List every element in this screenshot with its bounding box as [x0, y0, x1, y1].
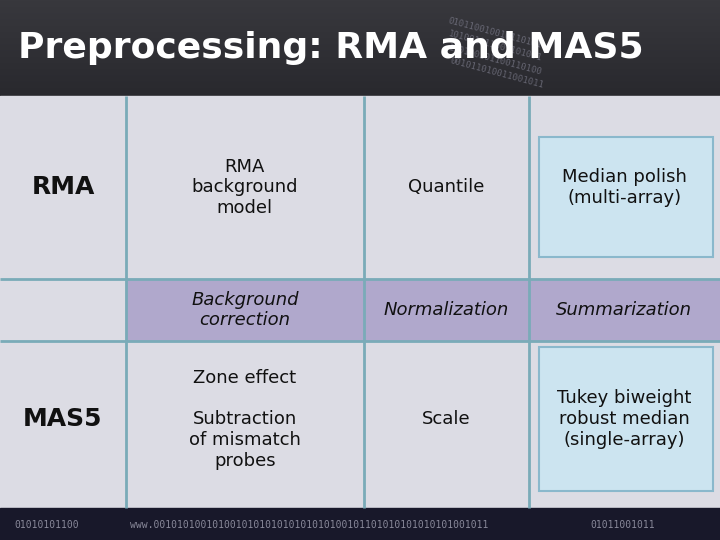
- Text: 101001011001101001: 101001011001101001: [447, 30, 543, 63]
- Text: Quantile: Quantile: [408, 178, 485, 197]
- Text: RMA
background
model: RMA background model: [192, 158, 298, 217]
- Bar: [126, 279, 720, 341]
- Text: Preprocessing: RMA and MAS5: Preprocessing: RMA and MAS5: [18, 31, 644, 65]
- Text: MAS5: MAS5: [23, 407, 103, 431]
- Text: Zone effect

Subtraction
of mismatch
probes: Zone effect Subtraction of mismatch prob…: [189, 368, 301, 470]
- Text: Normalization: Normalization: [384, 301, 509, 319]
- Text: Tukey biweight
robust median
(single-array): Tukey biweight robust median (single-arr…: [557, 389, 691, 449]
- Text: Median polish
(multi-array): Median polish (multi-array): [562, 168, 687, 207]
- Bar: [0, 508, 720, 540]
- Bar: [539, 137, 713, 256]
- Text: Summarization: Summarization: [557, 301, 692, 319]
- Bar: [0, 96, 720, 508]
- Text: 010110010010110101: 010110010010110101: [446, 16, 542, 50]
- Text: 01010101100: 01010101100: [14, 521, 79, 530]
- Text: RMA: RMA: [31, 176, 95, 199]
- Text: 001011010011001011: 001011010011001011: [449, 57, 544, 90]
- Text: Background
correction: Background correction: [191, 291, 299, 329]
- Text: www.001010100101001010101010101010100101101010101010101001011: www.001010100101001010101010101010100101…: [130, 521, 488, 530]
- Text: Scale: Scale: [422, 410, 471, 428]
- Text: 01011001011: 01011001011: [590, 521, 655, 530]
- Text: 110100101100110100: 110100101100110100: [448, 43, 544, 77]
- Bar: [539, 347, 713, 491]
